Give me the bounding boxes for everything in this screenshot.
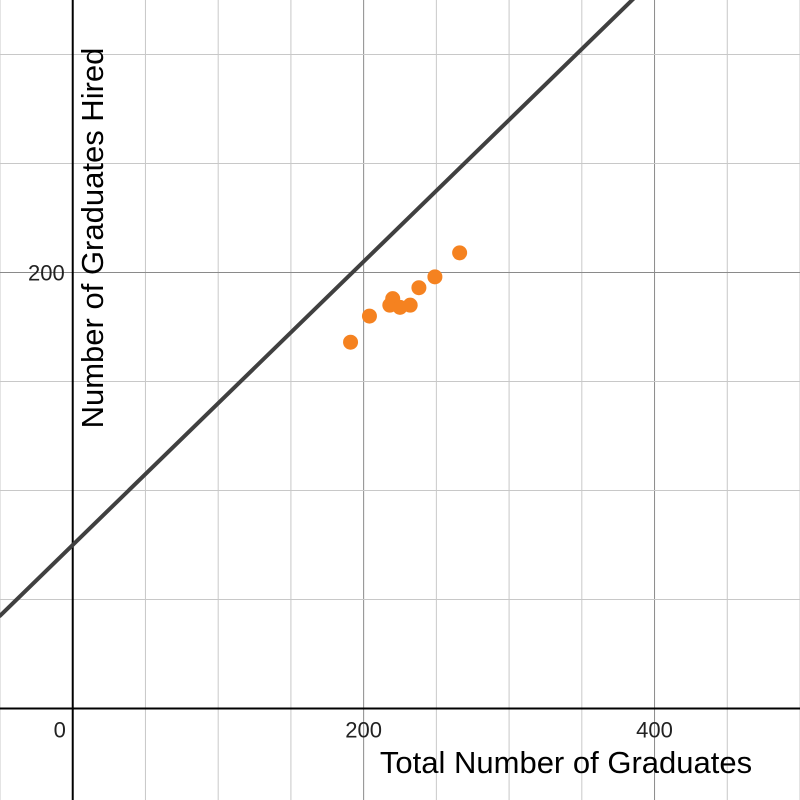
- origin-label: 0: [54, 717, 66, 742]
- data-points: [343, 245, 468, 350]
- data-point: [452, 245, 468, 261]
- tick-labels: 200 400 200 0: [28, 260, 673, 742]
- data-point: [402, 297, 418, 313]
- y-tick-label: 200: [28, 260, 65, 285]
- x-tick-label: 200: [345, 717, 382, 742]
- data-point: [343, 334, 359, 350]
- data-point: [411, 280, 427, 296]
- trend-line-group: [0, 0, 636, 618]
- x-tick-label: 400: [636, 717, 673, 742]
- x-axis-title: Total Number of Graduates: [380, 745, 752, 780]
- y-axis-title: Number of Graduates Hired: [75, 48, 110, 429]
- data-point: [361, 308, 377, 324]
- data-point: [427, 269, 443, 285]
- trend-line: [0, 0, 636, 618]
